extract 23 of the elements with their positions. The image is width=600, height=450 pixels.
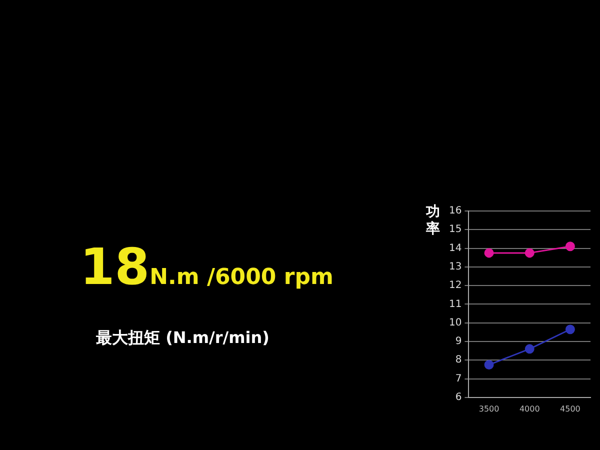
y-tick-label: 8	[455, 354, 462, 366]
y-tick-label: 11	[448, 298, 462, 310]
x-tick-label: 4000	[519, 404, 540, 414]
x-tick-label: 4500	[560, 404, 580, 414]
y-axis-title: 功率	[425, 204, 441, 238]
point	[524, 248, 534, 258]
y-tick-label: 14	[448, 242, 462, 254]
point	[565, 242, 575, 252]
text: 18N.m /6000 rpm	[80, 238, 334, 296]
y-tick-label: 12	[448, 280, 462, 292]
y-tick-label: 10	[448, 317, 462, 328]
point	[484, 248, 494, 258]
point	[484, 360, 494, 370]
y-tick-label: 13	[448, 262, 462, 273]
point	[524, 344, 534, 354]
y-tick-label: 6	[455, 392, 462, 403]
x-tick-label: 3500	[478, 404, 500, 414]
y-tick-label: 9	[455, 336, 462, 348]
point	[565, 324, 575, 334]
y-tick-label: 16	[448, 206, 462, 217]
y-tick-label: 15	[448, 224, 462, 236]
text: 最大扭矩 (N.m/r/min)	[96, 328, 270, 349]
y-tick-label: 7	[455, 373, 462, 384]
